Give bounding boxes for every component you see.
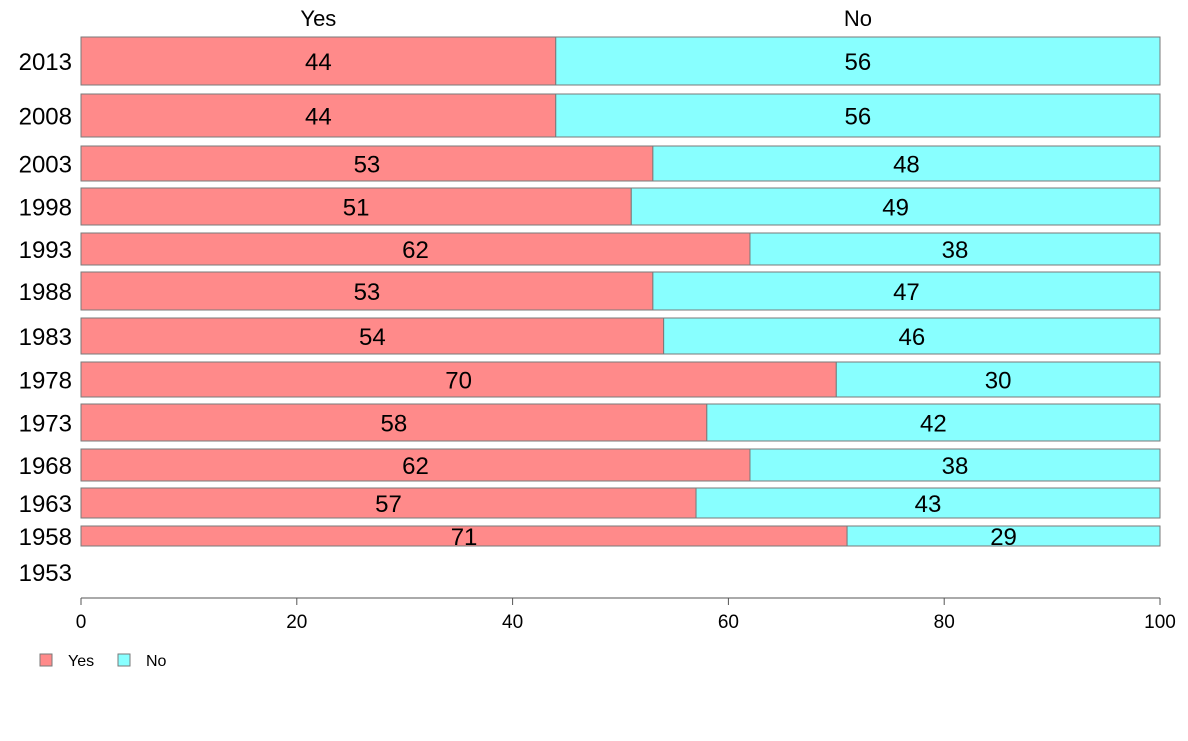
bar-label-yes-1958: 71 <box>451 524 478 551</box>
bar-no-1973 <box>706 403 1161 442</box>
column-header-yes: Yes <box>300 6 336 31</box>
bar-label-yes-1963: 57 <box>375 491 402 518</box>
bar-no-1983 <box>663 317 1161 355</box>
y-label-2008: 2008 <box>19 104 72 131</box>
legend-swatch-no <box>117 653 131 667</box>
legend-label-no: No <box>146 653 167 670</box>
legend-swatch-yes <box>39 653 53 667</box>
bar-no-2003 <box>652 145 1161 182</box>
x-tick-label-0: 0 <box>76 612 87 633</box>
bar-no-2013 <box>555 36 1161 86</box>
x-tick-label-80: 80 <box>934 612 955 633</box>
y-label-1958: 1958 <box>19 524 72 551</box>
bar-yes-1973 <box>80 403 708 442</box>
bar-no-1993 <box>749 232 1161 266</box>
column-header-no: No <box>844 6 872 31</box>
bar-label-no-1978: 30 <box>985 368 1012 395</box>
bar-label-yes-1983: 54 <box>359 324 386 351</box>
bar-no-1963 <box>695 487 1161 519</box>
bar-yes-2013 <box>80 36 557 86</box>
bar-no-1998 <box>630 187 1161 226</box>
bar-yes-1998 <box>80 187 632 226</box>
bar-label-no-2013: 56 <box>845 49 872 76</box>
bar-no-2008 <box>555 93 1161 138</box>
y-label-1988: 1988 <box>19 279 72 306</box>
x-tick-label-40: 40 <box>502 612 523 633</box>
y-label-1993: 1993 <box>19 237 72 264</box>
y-label-1998: 1998 <box>19 195 72 222</box>
bar-label-no-1998: 49 <box>882 195 909 222</box>
bar-label-yes-2013: 44 <box>305 49 332 76</box>
bar-label-no-1963: 43 <box>915 491 942 518</box>
bar-label-no-1993: 38 <box>942 237 969 264</box>
bar-yes-2008 <box>80 93 557 138</box>
y-label-2013: 2013 <box>19 49 72 76</box>
bar-yes-1968 <box>80 448 751 482</box>
x-tick-label-100: 100 <box>1144 612 1176 633</box>
x-tick-label-60: 60 <box>718 612 739 633</box>
y-label-1978: 1978 <box>19 368 72 395</box>
y-axis-labels: 2013 2008 2003 1998 1993 1988 1983 1978 1973 1968… <box>19 49 72 587</box>
bar-no-1978 <box>835 361 1161 398</box>
y-label-2003: 2003 <box>19 152 72 179</box>
bar-label-no-1973: 42 <box>920 411 947 438</box>
bar-no-1968 <box>749 448 1161 482</box>
bar-label-yes-1978: 70 <box>445 368 472 395</box>
x-axis: 0 20 40 60 80 100 <box>76 597 1176 633</box>
bar-label-yes-2003: 53 <box>354 152 381 179</box>
bars: 44 56 44 56 53 48 51 49 62 38 53 47 54 46 70 30 58 42 62 38… <box>80 36 1161 551</box>
x-tick-label-20: 20 <box>286 612 307 633</box>
bar-label-yes-1968: 62 <box>402 453 429 480</box>
bar-label-yes-1988: 53 <box>354 279 381 306</box>
bar-no-1988 <box>652 271 1161 311</box>
y-label-1973: 1973 <box>19 411 72 438</box>
bar-label-no-1968: 38 <box>942 453 969 480</box>
y-label-1968: 1968 <box>19 453 72 480</box>
bar-label-yes-1973: 58 <box>381 411 408 438</box>
bar-no-1958 <box>846 525 1161 547</box>
bar-label-no-2003: 48 <box>893 152 920 179</box>
legend-label-yes: Yes <box>68 653 94 670</box>
bar-yes-1993 <box>80 232 751 266</box>
bar-label-no-1988: 47 <box>893 279 920 306</box>
bar-label-yes-1993: 62 <box>402 237 429 264</box>
y-label-1983: 1983 <box>19 324 72 351</box>
legend: Yes No <box>39 653 167 670</box>
bar-yes-1963 <box>80 487 697 519</box>
bar-label-yes-1998: 51 <box>343 195 370 222</box>
bar-label-no-1958: 29 <box>990 524 1017 551</box>
bar-label-no-2008: 56 <box>845 104 872 131</box>
bar-yes-2003 <box>80 145 654 182</box>
bar-label-no-1983: 46 <box>898 324 925 351</box>
y-label-1963: 1963 <box>19 491 72 518</box>
bar-label-yes-2008: 44 <box>305 104 332 131</box>
y-label-1953: 1953 <box>19 560 72 587</box>
bar-yes-1983 <box>80 317 665 355</box>
column-headers: Yes No <box>300 6 872 31</box>
